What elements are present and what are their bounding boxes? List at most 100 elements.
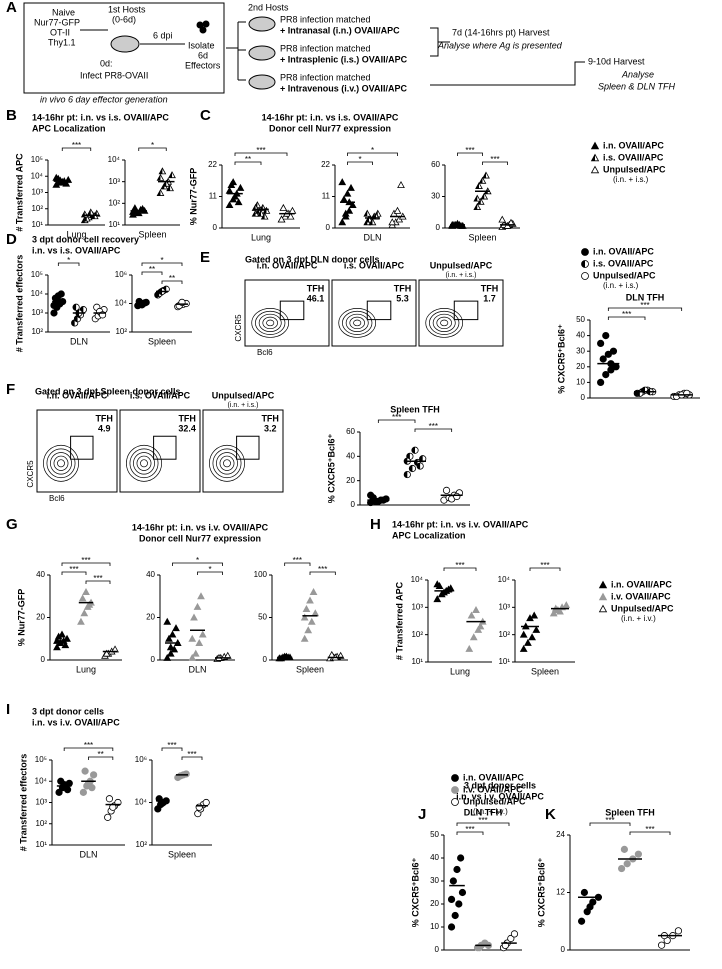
contour — [219, 455, 235, 471]
contour — [258, 313, 282, 332]
contour — [440, 319, 449, 327]
panel-letter: C — [200, 107, 211, 124]
dot — [598, 592, 608, 601]
dot-shape — [193, 602, 202, 610]
y-tick-label: 10⁴ — [31, 289, 44, 298]
contour — [425, 308, 464, 338]
heading: Gated on 3 dpt Spleen donor cells — [35, 386, 181, 396]
dot — [302, 604, 311, 612]
sig-bracket — [607, 316, 646, 320]
dot-shape — [393, 206, 402, 214]
dot — [393, 206, 402, 214]
sig-label: *** — [465, 146, 474, 155]
dot-shape — [528, 633, 536, 641]
dot-shape — [530, 611, 539, 619]
contour — [43, 444, 79, 482]
y-tick-label: 10³ — [31, 308, 43, 317]
gate-value: 32.4 — [178, 423, 196, 433]
dot-shape — [306, 596, 314, 604]
dot — [597, 339, 605, 347]
dot — [134, 209, 143, 217]
dot-half — [591, 154, 595, 161]
dot — [257, 209, 265, 217]
x-axis-label: Spleen — [138, 229, 166, 239]
dot-shape — [202, 798, 210, 807]
dot — [197, 592, 205, 600]
dot — [674, 927, 683, 935]
dot-shape — [55, 788, 63, 796]
dot — [416, 462, 424, 470]
legend-note: (i.n. + i.s.) — [603, 281, 639, 290]
dot — [581, 260, 589, 268]
dot-shape — [90, 771, 98, 779]
dot-shape — [52, 173, 61, 181]
y-tick-label: 10⁴ — [35, 776, 48, 785]
dot — [57, 290, 65, 298]
dot-half — [581, 260, 585, 268]
sig-label: ** — [98, 750, 104, 759]
heading: 3 dpt donor cells — [32, 706, 104, 716]
dot — [231, 192, 239, 200]
heading: APC Localization — [392, 530, 466, 540]
dot-shape — [85, 600, 94, 608]
chart-title: DLN TFH — [464, 807, 503, 817]
dot-shape — [397, 181, 405, 189]
panel-letter: E — [200, 249, 210, 266]
dot-shape — [343, 189, 352, 197]
contour — [133, 452, 155, 475]
legend-note: (i.n. + i.s.) — [613, 175, 649, 184]
dot — [288, 206, 297, 214]
sig-label: *** — [318, 565, 327, 574]
dot — [474, 625, 483, 633]
dot-shape — [80, 609, 89, 617]
y-tick-label: 10² — [135, 840, 147, 849]
dot — [581, 272, 589, 280]
dot — [58, 630, 66, 638]
contour — [255, 310, 286, 335]
chart-title: Spleen TFH — [390, 404, 440, 414]
dot-shape — [597, 378, 605, 386]
dot — [530, 611, 539, 619]
heading: 3 dpt donor cell recovery — [32, 234, 139, 244]
dot-shape — [577, 917, 586, 925]
heading: 14-16hr pt: i.n. vs i.v. OVAII/APC — [132, 522, 269, 532]
dot — [85, 600, 94, 608]
label: + Intrasplenic (i.s.) OVAII/APC — [280, 54, 408, 64]
label: Naive — [52, 7, 75, 17]
y-tick-label: 40 — [36, 570, 45, 579]
sig-bracket — [141, 262, 183, 266]
y-tick-label: 10³ — [498, 602, 510, 611]
dot-shape — [623, 860, 631, 868]
gate-label: TFH — [95, 413, 113, 423]
dot — [620, 845, 629, 853]
heading: Gated on 3 dpt DLN donor cells — [245, 254, 380, 264]
dot — [163, 653, 172, 661]
label: 7d (14-16hrs pt) Harvest — [452, 27, 550, 37]
y-tick-label: 40 — [430, 853, 439, 862]
sig-label: * — [358, 155, 361, 164]
sig-bracket — [63, 747, 114, 751]
dot-shape — [163, 653, 172, 661]
dot — [72, 303, 80, 311]
y-tick-label: 20 — [430, 899, 439, 908]
x-axis-label: Lung — [66, 229, 86, 239]
dot-shape — [451, 786, 459, 794]
label: Analyse — [621, 69, 654, 79]
gate — [279, 300, 305, 321]
flow-header: Unpulsed/APC — [212, 390, 275, 400]
y-tick-label: 10³ — [31, 188, 43, 197]
sig-bracket — [234, 152, 288, 156]
dot — [234, 198, 243, 206]
dot-shape — [474, 625, 483, 633]
dot-shape — [451, 798, 459, 806]
x-axis-label: Lung — [251, 232, 271, 242]
gate-label: TFH — [307, 283, 325, 293]
contour — [46, 448, 76, 479]
y-tick-label: 0 — [435, 945, 440, 954]
dot — [475, 181, 483, 189]
dot — [182, 770, 190, 778]
dot-shape — [507, 934, 515, 943]
panel-letter: K — [545, 806, 556, 823]
dot — [191, 649, 200, 657]
dot-shape — [510, 930, 519, 938]
